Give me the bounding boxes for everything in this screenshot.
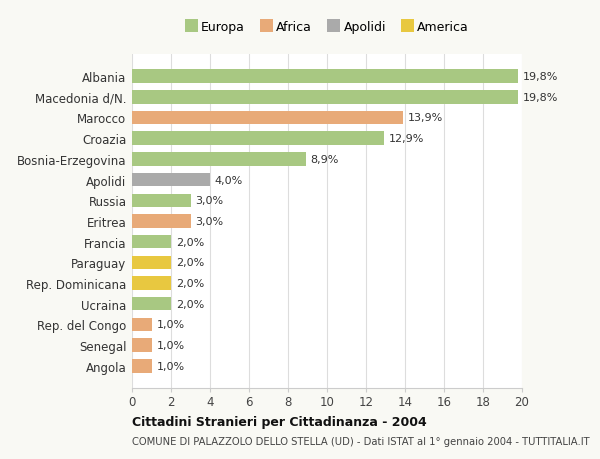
Bar [132, 339, 151, 352]
Text: 13,9%: 13,9% [408, 113, 443, 123]
Bar [132, 235, 171, 249]
Bar [132, 256, 171, 269]
Bar [132, 112, 403, 125]
Bar [132, 318, 151, 331]
Text: 19,8%: 19,8% [523, 93, 559, 102]
Text: 2,0%: 2,0% [176, 258, 204, 268]
Bar [132, 70, 518, 84]
Legend: Europa, Africa, Apolidi, America: Europa, Africa, Apolidi, America [185, 22, 469, 34]
Text: 2,0%: 2,0% [176, 299, 204, 309]
Text: 2,0%: 2,0% [176, 237, 204, 247]
Bar [132, 359, 151, 373]
Text: Cittadini Stranieri per Cittadinanza - 2004: Cittadini Stranieri per Cittadinanza - 2… [132, 415, 427, 428]
Bar [132, 174, 210, 187]
Bar [132, 297, 171, 311]
Text: 19,8%: 19,8% [523, 72, 559, 82]
Bar [132, 215, 191, 228]
Bar [132, 277, 171, 290]
Text: 1,0%: 1,0% [157, 320, 185, 330]
Bar [132, 153, 305, 166]
Text: 8,9%: 8,9% [310, 155, 339, 164]
Bar [132, 132, 383, 146]
Text: 2,0%: 2,0% [176, 279, 204, 288]
Text: 12,9%: 12,9% [388, 134, 424, 144]
Text: COMUNE DI PALAZZOLO DELLO STELLA (UD) - Dati ISTAT al 1° gennaio 2004 - TUTTITAL: COMUNE DI PALAZZOLO DELLO STELLA (UD) - … [132, 436, 590, 446]
Bar [132, 91, 518, 104]
Text: 4,0%: 4,0% [215, 175, 243, 185]
Bar [132, 194, 191, 207]
Text: 1,0%: 1,0% [157, 361, 185, 371]
Text: 1,0%: 1,0% [157, 341, 185, 350]
Text: 3,0%: 3,0% [196, 217, 223, 226]
Text: 3,0%: 3,0% [196, 196, 223, 206]
